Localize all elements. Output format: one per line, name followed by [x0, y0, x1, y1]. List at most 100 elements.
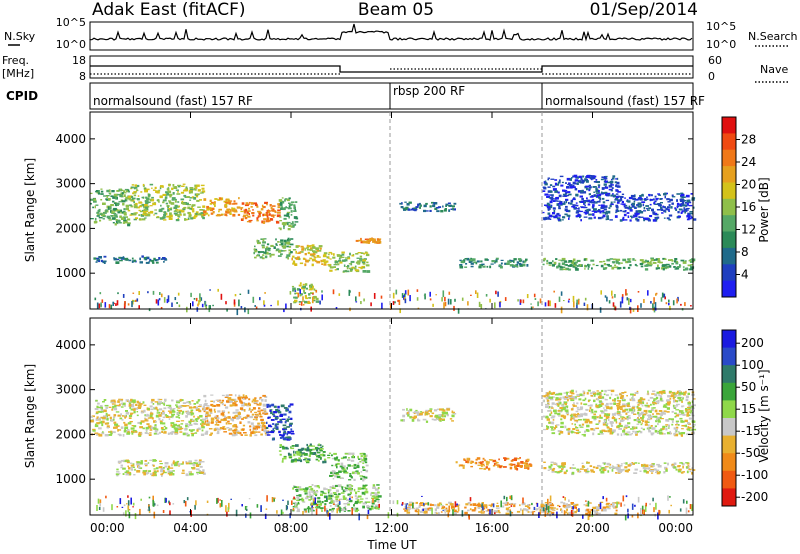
velocity-cell	[547, 426, 550, 429]
power-cell	[297, 252, 301, 254]
power-cell	[664, 192, 667, 195]
power-speckle-cell	[611, 290, 613, 296]
power-cell	[223, 200, 228, 203]
velocity-cell	[672, 404, 675, 407]
power-cell	[549, 184, 553, 186]
velocity-cell	[344, 486, 346, 488]
velocity-cell	[411, 416, 416, 418]
velocity-cell	[260, 433, 263, 436]
velocity-cell	[581, 462, 584, 464]
velocity-cell	[580, 402, 583, 405]
power-cell	[595, 179, 598, 181]
power-cell	[108, 198, 111, 201]
velocity-cell	[161, 422, 166, 425]
power-cell	[399, 202, 402, 205]
velocity-cell	[656, 402, 660, 405]
power-cell	[345, 257, 348, 259]
velocity-cell	[611, 465, 614, 467]
power-speckle-cell	[404, 298, 407, 304]
power-cell	[191, 205, 193, 208]
velocity-cell	[627, 415, 631, 417]
velocity-cell	[623, 462, 626, 464]
power-cell	[240, 218, 244, 221]
velocity-cell	[350, 476, 353, 479]
power-cell	[575, 202, 578, 204]
velocity-cell	[571, 389, 574, 392]
velocity-cell	[196, 429, 199, 432]
power-cell	[143, 256, 148, 260]
power-cell	[601, 216, 604, 219]
velocity-cell	[619, 396, 623, 399]
velocity-cell	[286, 438, 291, 441]
velocity-cell	[576, 468, 580, 471]
power-cell	[580, 192, 584, 194]
velocity-cell	[282, 428, 286, 431]
power-cell	[174, 204, 178, 208]
power-cell	[615, 211, 617, 214]
velocity-cell	[115, 425, 120, 427]
power-cell	[328, 251, 332, 254]
velocity-cell	[584, 413, 588, 416]
velocity-cell	[196, 473, 199, 475]
velocity-cell	[357, 462, 360, 465]
power-cell	[668, 210, 670, 212]
power-cell	[602, 206, 606, 209]
power-cell	[607, 264, 610, 267]
power-cell	[153, 214, 155, 216]
power-cell	[272, 216, 275, 218]
power-cell	[586, 197, 588, 200]
velocity-cell	[357, 455, 359, 459]
velocity-cell	[216, 419, 219, 421]
velocity-cell	[641, 422, 643, 424]
power-speckle-cell	[300, 301, 303, 306]
power-cell	[575, 207, 577, 209]
power-speckle-cell	[576, 299, 578, 306]
velocity-cell	[659, 395, 663, 398]
power-cell	[225, 210, 228, 214]
power-cell	[128, 197, 132, 201]
power-cell	[293, 296, 296, 299]
velocity-cell	[242, 424, 246, 427]
velocity-cell	[242, 398, 246, 400]
power-cell	[244, 208, 248, 212]
power-cell	[138, 214, 141, 216]
velocity-cell	[241, 418, 244, 420]
velocity-cell	[589, 392, 593, 395]
power-cell	[212, 211, 215, 214]
velocity-cell	[203, 403, 208, 407]
velocity-cell	[624, 466, 628, 469]
power-cell	[630, 194, 635, 198]
velocity-cell	[576, 432, 580, 435]
velocity-cell	[186, 434, 190, 437]
velocity-cell	[433, 418, 437, 421]
power-speckle-cell	[355, 296, 357, 302]
velocity-cell	[478, 461, 481, 464]
velocity-cell	[556, 402, 560, 406]
power-cell	[598, 196, 601, 199]
velocity-cell	[291, 445, 295, 447]
noise-sky-label: N.Sky	[4, 30, 36, 43]
power-cell	[168, 200, 171, 202]
power-cell	[308, 297, 312, 299]
velocity-cell	[681, 405, 684, 408]
power-cell	[578, 207, 580, 210]
power-cell	[617, 210, 620, 212]
velocity-cell	[121, 402, 126, 406]
power-speckle-cell	[530, 306, 533, 310]
velocity-cell	[213, 400, 215, 403]
velocity-cell	[492, 465, 496, 467]
velocity-cell	[647, 414, 651, 417]
velocity-cell	[633, 413, 637, 415]
velocity-cell	[132, 430, 135, 434]
power-cell	[459, 259, 462, 262]
power-cell	[135, 202, 138, 206]
power-cell	[627, 258, 630, 261]
power-cell	[558, 262, 561, 266]
power-cell	[635, 213, 639, 216]
power-cell	[233, 202, 238, 205]
velocity-cell	[319, 503, 322, 506]
power-cell	[573, 186, 576, 189]
velocity-cell	[686, 413, 689, 416]
velocity-cell	[510, 460, 514, 462]
velocity-cell	[176, 401, 180, 404]
